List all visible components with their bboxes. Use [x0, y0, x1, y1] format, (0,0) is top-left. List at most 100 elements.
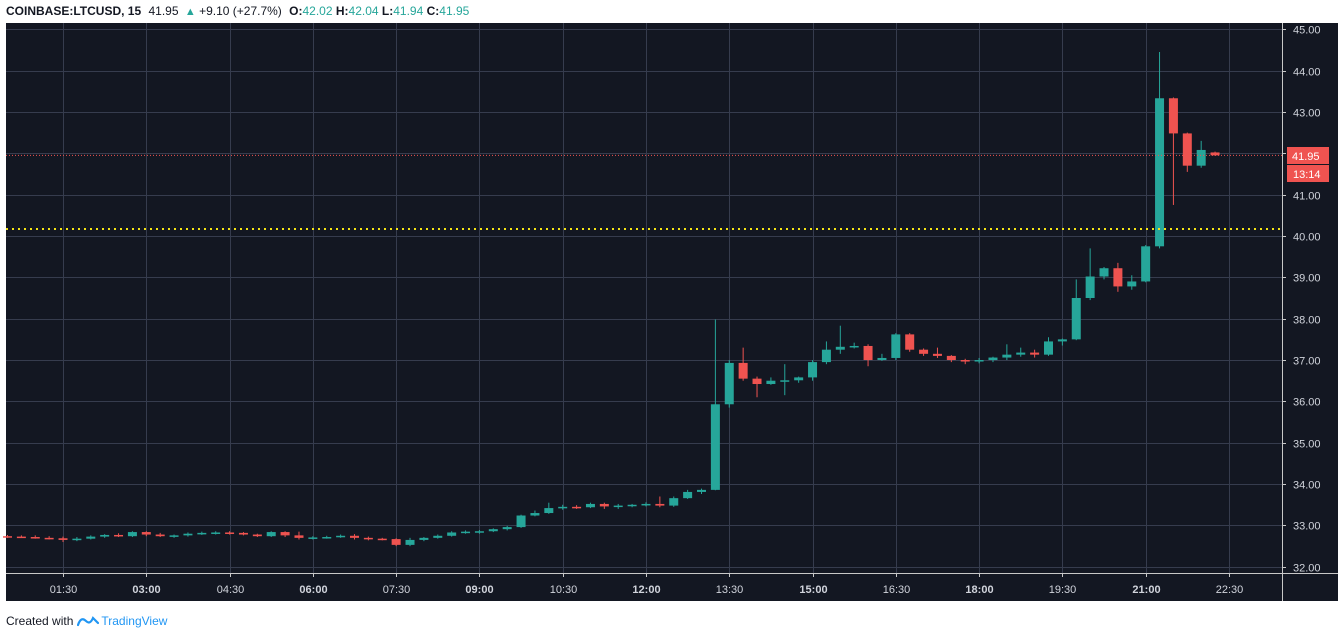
candle-up: [461, 530, 471, 534]
candle-up: [266, 531, 276, 538]
candle-up: [877, 353, 887, 361]
open-value: 42.02: [302, 4, 333, 18]
candle-body: [877, 357, 887, 361]
candle-up: [683, 489, 693, 499]
candle-body: [516, 515, 526, 528]
price-axis[interactable]: 32.00 33.00 34.00 35.00 36.00 37.00 38.00 39.00…: [1282, 25, 1321, 575]
candle-body: [155, 534, 165, 537]
candle-up: [322, 535, 332, 539]
candle-up: [627, 503, 637, 508]
candle-body: [932, 353, 942, 356]
symbol-label[interactable]: COINBASE:LTCUSD, 15: [6, 4, 142, 18]
y-tick-label: 34.00: [1293, 480, 1321, 492]
candle-body: [225, 532, 235, 534]
candle-body: [835, 346, 845, 350]
candle-up: [127, 531, 137, 538]
candle-body: [683, 491, 693, 499]
open-label: O:: [289, 4, 303, 18]
x-tick-label: 15:00: [799, 584, 827, 596]
candle-body: [1030, 352, 1040, 355]
candle-down: [919, 348, 929, 356]
candle-down: [905, 333, 915, 352]
candle-body: [974, 360, 984, 362]
candle-up: [808, 360, 818, 381]
candle-down: [294, 531, 304, 540]
candle-body: [433, 535, 443, 538]
candle-up: [697, 488, 706, 495]
footer: Created with TradingView: [6, 612, 167, 630]
candle-up: [197, 531, 207, 535]
countdown-label: 13:14: [1293, 169, 1321, 181]
candle-body: [86, 536, 96, 539]
candle-body: [697, 489, 706, 492]
candle-body: [863, 345, 873, 361]
candle-body: [808, 362, 818, 378]
candle-body: [766, 380, 776, 385]
candle-body: [752, 378, 762, 385]
candle-body: [849, 345, 859, 348]
candle-up: [183, 532, 193, 537]
y-tick-label: 44.00: [1293, 67, 1321, 79]
candle-down: [752, 376, 762, 398]
candle-body: [100, 534, 110, 537]
candle-body: [266, 532, 276, 537]
time-axis[interactable]: 01:30 03:00 04:30 06:00 07:30 09:00 10:30 12:00…: [50, 573, 1244, 596]
candle-up: [433, 534, 443, 539]
candle-body: [16, 536, 26, 539]
candle-down: [350, 534, 359, 540]
tradingview-link[interactable]: TradingView: [77, 612, 167, 630]
y-tick-label: 43.00: [1293, 108, 1321, 120]
candle-body: [1099, 268, 1109, 277]
candle-up: [1099, 266, 1109, 280]
x-tick-label: 06:00: [299, 584, 327, 596]
candle-up: [169, 534, 179, 538]
y-tick-label: 39.00: [1293, 273, 1321, 285]
candle-body: [821, 349, 831, 363]
candle-up: [1127, 275, 1137, 290]
candle-body: [572, 506, 582, 509]
candle-up: [516, 514, 526, 528]
candle-down: [238, 532, 248, 536]
candle-down: [932, 347, 942, 358]
candle-up: [530, 510, 540, 517]
y-tick-label: 40.00: [1293, 232, 1321, 244]
candle-down: [1030, 349, 1040, 358]
tradingview-brand-label: TradingView: [101, 614, 168, 628]
candle-body: [1002, 354, 1012, 358]
candle-body: [405, 539, 415, 545]
candle-body: [669, 498, 679, 506]
candle-body: [530, 513, 540, 516]
y-tick-label: 38.00: [1293, 315, 1321, 327]
candle-up: [794, 376, 804, 383]
change-value: +9.10 (+27.7%): [199, 4, 282, 18]
candle-up: [974, 357, 984, 364]
candle-up: [1196, 140, 1206, 168]
price-axis-background: [1282, 23, 1338, 573]
high-label: H:: [335, 4, 349, 18]
candle-down: [280, 531, 290, 538]
candle-body: [419, 537, 429, 540]
y-tick-label: 35.00: [1293, 439, 1321, 451]
candle-body: [1016, 352, 1026, 355]
candles-group: [3, 51, 1220, 547]
x-tick-label: 21:00: [1132, 584, 1160, 596]
x-tick-label: 01:30: [50, 584, 78, 596]
candle-body: [1141, 246, 1151, 282]
candle-up: [835, 325, 845, 354]
candle-up: [724, 360, 734, 408]
candle-body: [919, 349, 929, 354]
high-value: 42.04: [348, 4, 379, 18]
candle-up: [821, 341, 831, 365]
candle-down: [960, 358, 970, 365]
candle-body: [1127, 281, 1137, 287]
candle-down: [252, 533, 262, 538]
candle-up: [502, 525, 512, 531]
candle-body: [544, 508, 554, 514]
candle-up: [641, 502, 651, 507]
candle-up: [891, 333, 901, 361]
candle-down: [16, 535, 26, 539]
candle-body: [641, 503, 651, 506]
current-price-label: 41.95: [1292, 151, 1320, 163]
candle-up: [544, 502, 554, 514]
